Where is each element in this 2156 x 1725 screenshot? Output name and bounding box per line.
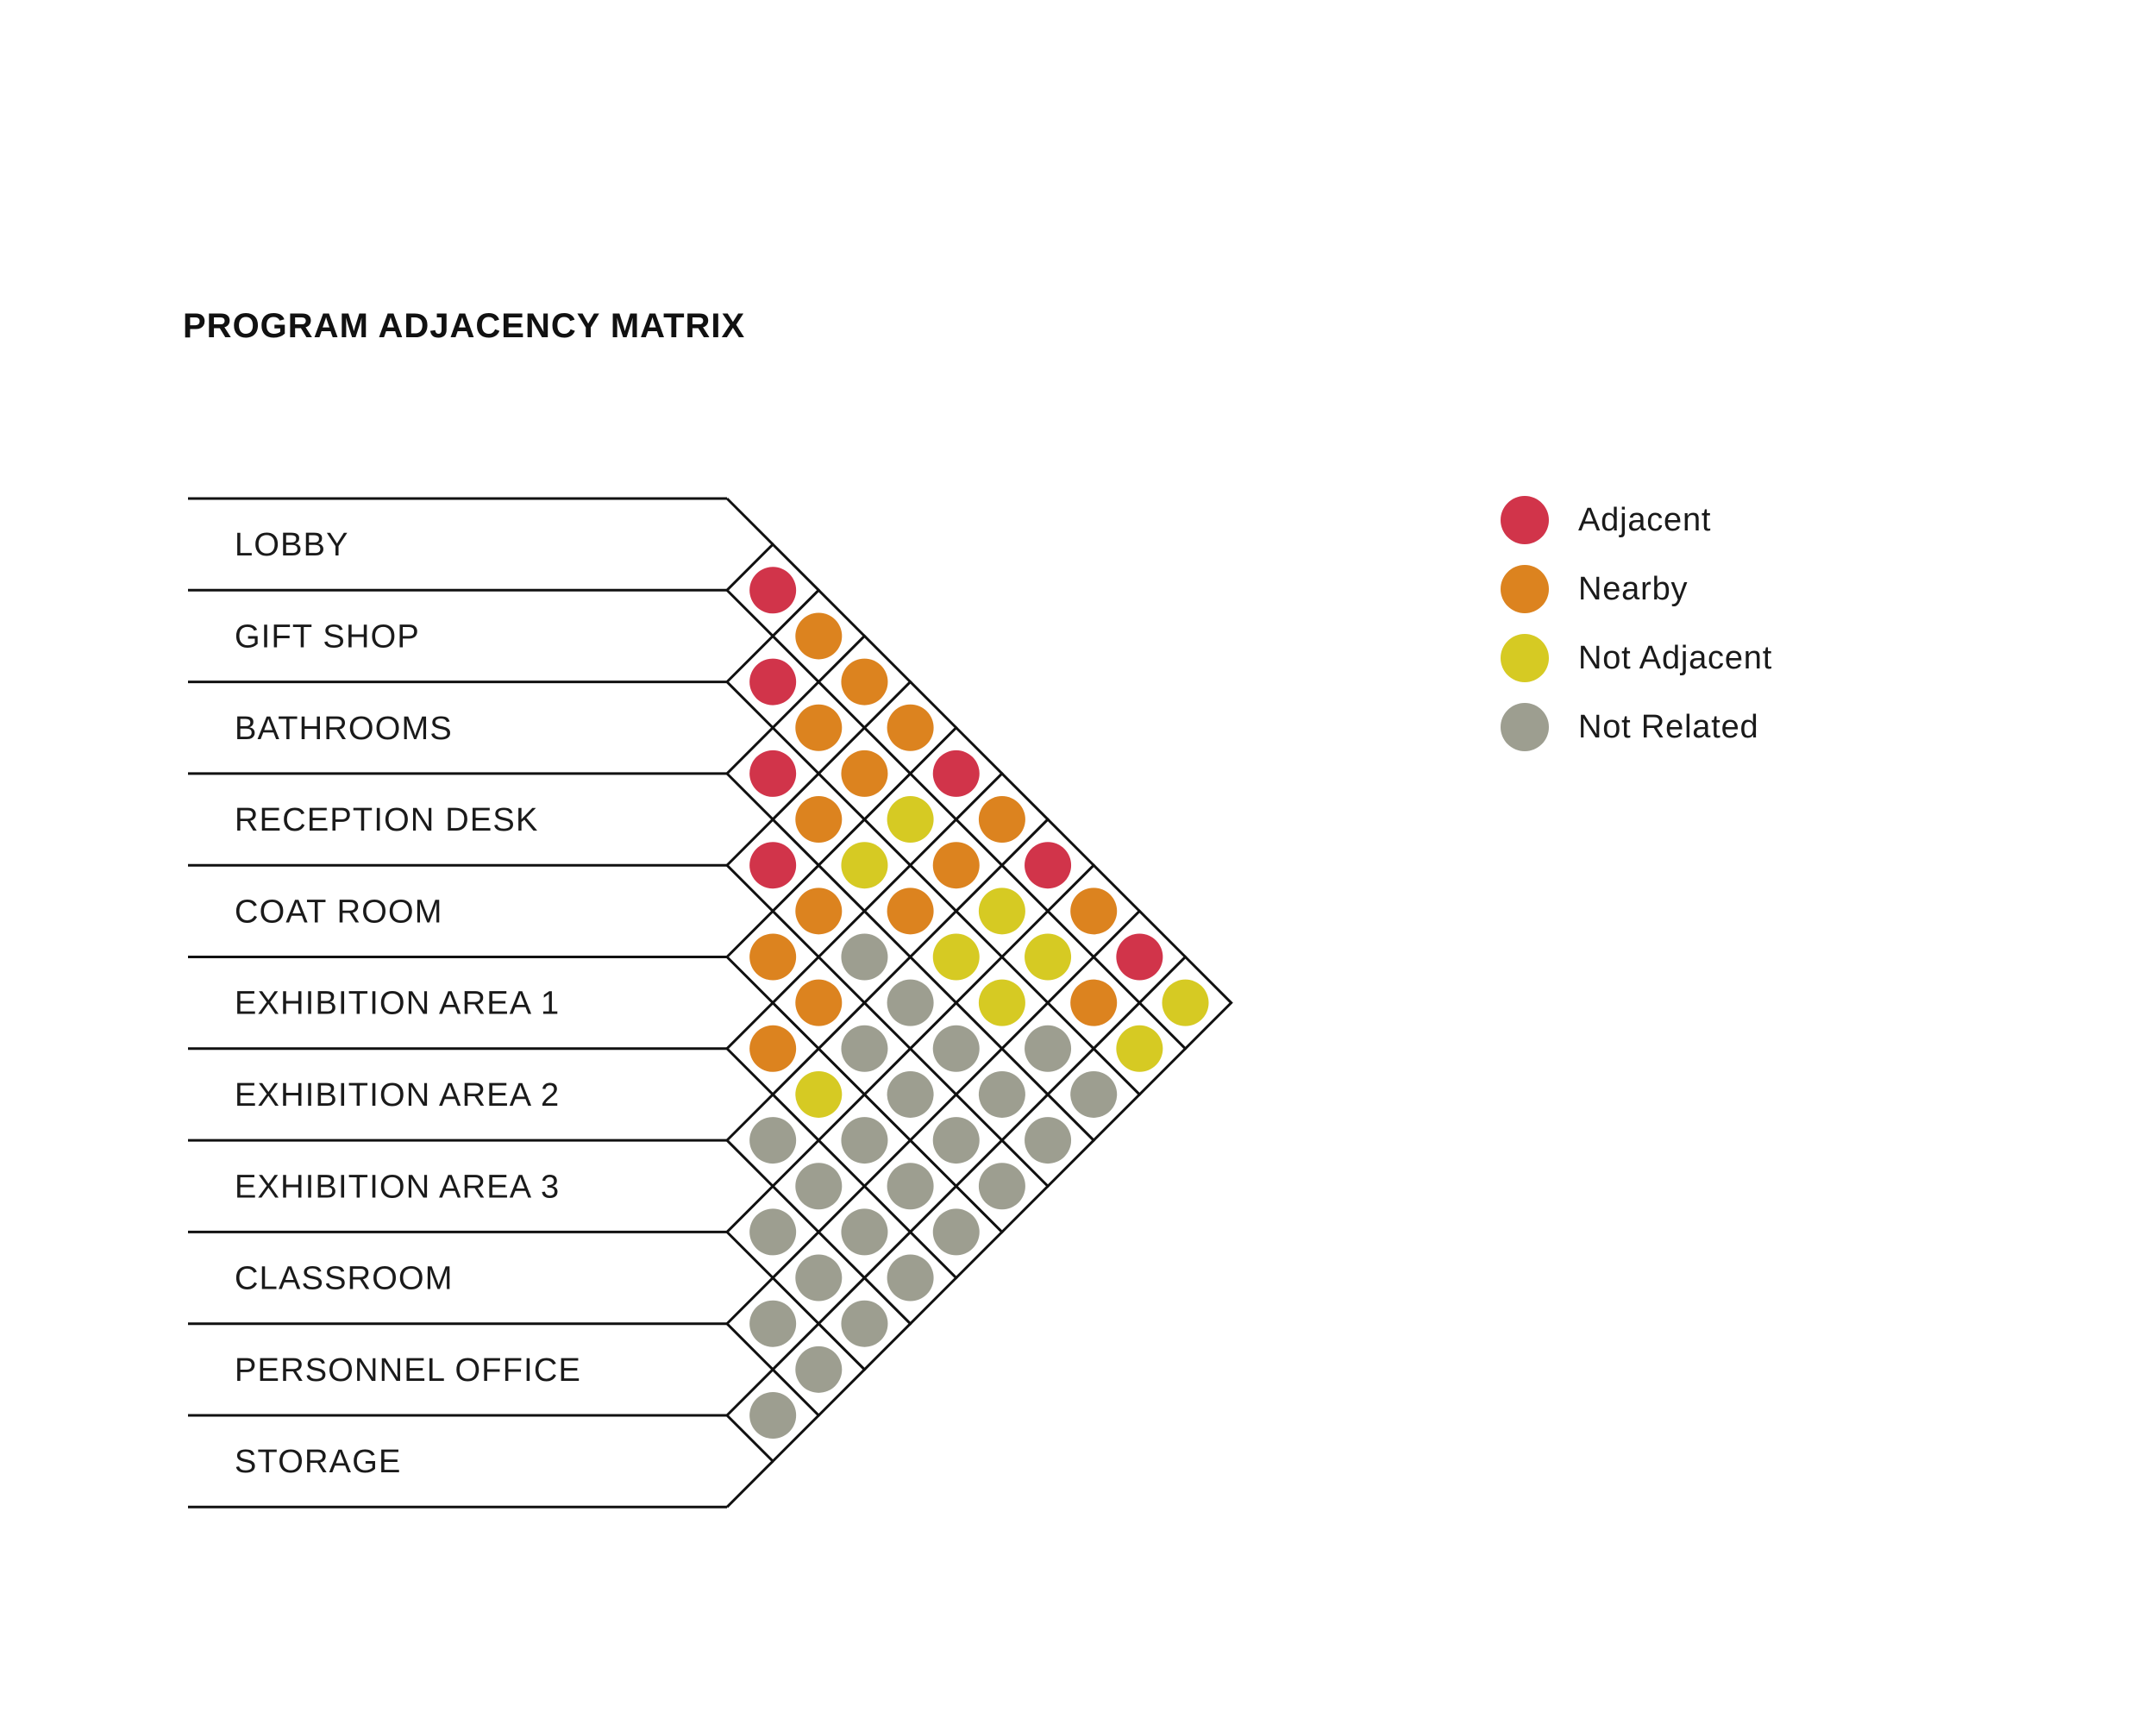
relationship-dot-adjacent bbox=[749, 750, 797, 797]
row-edge bbox=[725, 1460, 774, 1509]
relationship-dot-nearby bbox=[887, 704, 934, 751]
relationship-dot-not-related bbox=[887, 1254, 934, 1302]
relationship-dot-adjacent bbox=[749, 658, 797, 706]
legend-label: Not Adjacent bbox=[1578, 640, 1772, 676]
relationship-dot-not-adjacent bbox=[887, 796, 934, 844]
room-rows: LOBBY GIFT SHOP BATHROOMS RECEPTION DESK COA… bbox=[188, 497, 774, 1509]
relationship-dot-not-related bbox=[795, 1254, 843, 1302]
relationship-dot-nearby bbox=[795, 612, 843, 660]
relationship-dot-not-adjacent bbox=[1116, 1025, 1163, 1072]
relationship-dot-not-related bbox=[1070, 1070, 1118, 1118]
relationship-dot-nearby bbox=[841, 658, 888, 706]
relationship-dot-nearby bbox=[1070, 888, 1118, 935]
relationship-dot-nearby bbox=[887, 888, 934, 935]
relationship-dot-not-adjacent bbox=[978, 888, 1025, 935]
relationship-dot-not-related bbox=[749, 1117, 797, 1164]
relationship-dot-not-related bbox=[841, 1117, 888, 1164]
page-title: PROGRAM ADJACENCY MATRIX bbox=[183, 307, 745, 345]
room-label: LOBBY bbox=[235, 527, 349, 563]
room-label: COAT ROOM bbox=[235, 894, 443, 930]
matrix-dots bbox=[749, 567, 1209, 1439]
relationship-dot-adjacent bbox=[749, 567, 797, 614]
room-label: CLASSROOM bbox=[235, 1261, 454, 1297]
legend-label: Nearby bbox=[1578, 571, 1688, 607]
relationship-dot-not-related bbox=[932, 1208, 980, 1256]
relationship-dot-not-related bbox=[932, 1117, 980, 1164]
room-label: GIFT SHOP bbox=[235, 618, 420, 655]
relationship-dot-not-related bbox=[749, 1208, 797, 1256]
relationship-dot-nearby bbox=[749, 933, 797, 981]
relationship-dot-nearby bbox=[749, 1025, 797, 1072]
relationship-dot-adjacent bbox=[1025, 842, 1072, 889]
relationship-dot-not-related bbox=[1025, 1117, 1072, 1164]
relationship-dot-not-related bbox=[932, 1025, 980, 1072]
relationship-dot-not-adjacent bbox=[795, 1070, 843, 1118]
relationship-dot-not-related bbox=[978, 1070, 1025, 1118]
relationship-dot-nearby bbox=[978, 796, 1025, 844]
relationship-dot-not-adjacent bbox=[841, 842, 888, 889]
relationship-dot-not-related bbox=[841, 933, 888, 981]
room-label: PERSONNEL OFFICE bbox=[235, 1352, 581, 1389]
relationship-dot-not-related bbox=[795, 1346, 843, 1393]
room-label: EXHIBITION AREA 2 bbox=[235, 1077, 560, 1113]
relationship-dot-nearby bbox=[841, 750, 888, 797]
relationship-dot-adjacent bbox=[749, 842, 797, 889]
room-label: EXHIBITION AREA 1 bbox=[235, 986, 560, 1022]
relationship-dot-not-related bbox=[841, 1025, 888, 1072]
relationship-dot-not-adjacent bbox=[1162, 979, 1209, 1026]
relationship-dot-not-adjacent bbox=[978, 979, 1025, 1026]
relationship-dot-not-related bbox=[887, 979, 934, 1026]
room-label: BATHROOMS bbox=[235, 711, 453, 747]
relationship-dot-not-adjacent bbox=[1025, 933, 1072, 981]
relationship-dot-not-related bbox=[887, 1163, 934, 1210]
relationship-dot-not-adjacent bbox=[932, 933, 980, 981]
legend-swatch-adjacent bbox=[1501, 496, 1549, 544]
relationship-dot-nearby bbox=[795, 796, 843, 844]
room-label: STORAGE bbox=[235, 1444, 402, 1480]
relationship-dot-nearby bbox=[795, 979, 843, 1026]
relationship-dot-not-related bbox=[841, 1208, 888, 1256]
legend-swatch-not-related bbox=[1501, 703, 1549, 751]
relationship-dot-not-related bbox=[749, 1300, 797, 1347]
legend-label: Adjacent bbox=[1578, 502, 1711, 538]
row-edge bbox=[725, 497, 774, 546]
legend-swatch-nearby bbox=[1501, 565, 1549, 613]
relationship-dot-not-related bbox=[795, 1163, 843, 1210]
relationship-dot-nearby bbox=[795, 888, 843, 935]
relationship-dot-nearby bbox=[1070, 979, 1118, 1026]
relationship-dot-not-related bbox=[1025, 1025, 1072, 1072]
legend: Adjacent Nearby Not Adjacent Not Related bbox=[1501, 496, 1772, 751]
relationship-dot-nearby bbox=[932, 842, 980, 889]
relationship-dot-not-related bbox=[978, 1163, 1025, 1210]
room-label: EXHIBITION AREA 3 bbox=[235, 1169, 560, 1205]
room-label: RECEPTION DESK bbox=[235, 802, 539, 838]
relationship-dot-not-related bbox=[841, 1300, 888, 1347]
relationship-dot-not-related bbox=[887, 1070, 934, 1118]
legend-swatch-not-adjacent bbox=[1501, 634, 1549, 682]
relationship-dot-adjacent bbox=[1116, 933, 1163, 981]
relationship-dot-nearby bbox=[795, 704, 843, 751]
relationship-dot-not-related bbox=[749, 1392, 797, 1439]
legend-label: Not Related bbox=[1578, 709, 1758, 745]
relationship-dot-adjacent bbox=[932, 750, 980, 797]
